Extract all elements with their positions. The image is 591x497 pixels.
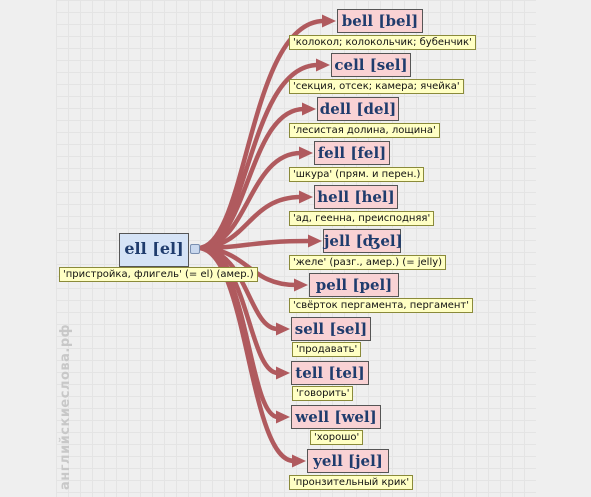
target-translation-pell: 'свёрток пергамента, пергамент' xyxy=(289,298,473,313)
target-word-pell[interactable]: pell [pel] xyxy=(309,273,399,297)
watermark: английскиеслова.рф xyxy=(58,323,73,490)
target-word-hell[interactable]: hell [hel] xyxy=(314,185,398,209)
target-translation-tell: 'говорить' xyxy=(292,386,354,401)
target-word-well[interactable]: well [wel] xyxy=(291,405,381,429)
arrow-head-7 xyxy=(276,322,290,336)
arrow-head-10 xyxy=(292,454,306,468)
target-translation-hell: 'ад, геенна, преисподняя' xyxy=(289,211,435,226)
arrow-head-3 xyxy=(299,146,313,160)
target-translation-dell: 'лесистая долина, лощина' xyxy=(289,123,440,138)
arrow-head-0 xyxy=(322,14,336,28)
arrow-head-6 xyxy=(294,278,308,292)
target-word-cell[interactable]: cell [sel] xyxy=(331,53,411,77)
target-word-dell[interactable]: dell [del] xyxy=(317,97,399,121)
target-word-yell[interactable]: yell [jel] xyxy=(307,449,389,473)
arrow-head-4 xyxy=(299,190,313,204)
target-translation-jell: 'желе' (разг., амер.) (= jelly) xyxy=(289,255,447,270)
target-word-jell[interactable]: jell [ʤel] xyxy=(323,229,403,253)
target-translation-bell: 'колокол; колокольчик; бубенчик' xyxy=(289,35,476,50)
target-translation-sell: 'продавать' xyxy=(292,342,362,357)
main-word[interactable]: ell [el] xyxy=(119,233,189,267)
arrow-line-10 xyxy=(195,245,297,464)
target-translation-cell: 'секция, отсек; камера; ячейка' xyxy=(289,79,464,94)
arrow-head-2 xyxy=(302,102,316,116)
target-word-fell[interactable]: fell [fel] xyxy=(314,141,390,165)
target-word-sell[interactable]: sell [sel] xyxy=(291,317,371,341)
target-translation-yell: 'пронзительный крик' xyxy=(289,475,414,490)
target-word-bell[interactable]: bell [bel] xyxy=(337,9,423,33)
connector-handle[interactable] xyxy=(190,244,200,254)
arrow-head-8 xyxy=(276,366,290,380)
arrow-head-9 xyxy=(276,410,290,424)
target-translation-well: 'хорошо' xyxy=(310,430,364,445)
main-translation: 'пристройка, флигель' (= el) (амер.) xyxy=(59,267,258,282)
target-word-tell[interactable]: tell [tel] xyxy=(291,361,369,385)
arrow-head-1 xyxy=(316,58,330,72)
target-translation-fell: 'шкура' (прям. и перен.) xyxy=(289,167,425,182)
arrow-head-5 xyxy=(308,234,322,248)
